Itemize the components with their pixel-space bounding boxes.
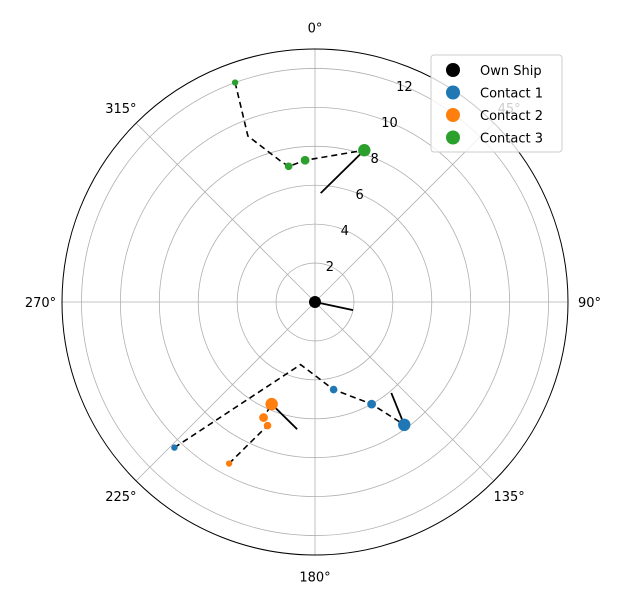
theta-tick-label: 315° bbox=[105, 102, 136, 117]
contact-1-point bbox=[329, 385, 338, 394]
contact-3-heading-line bbox=[320, 149, 365, 194]
contact-2-point bbox=[225, 460, 233, 467]
contact-2-point bbox=[259, 413, 268, 422]
theta-gridline-45 bbox=[314, 122, 495, 303]
r-tick-labels: 2 4 6 8 10 12 bbox=[326, 80, 413, 275]
contact-1-point bbox=[367, 399, 377, 409]
legend-label-contact-1: Contact 1 bbox=[480, 87, 543, 102]
legend-items: Own Ship Contact 1 Contact 2 Contact 3 bbox=[446, 63, 543, 147]
theta-tick-label: 270° bbox=[25, 296, 56, 311]
legend-label-contact-3: Contact 3 bbox=[480, 132, 543, 147]
contact-points bbox=[171, 79, 411, 467]
contact-2-point bbox=[265, 397, 278, 411]
theta-tick-label: 90° bbox=[578, 296, 601, 311]
theta-tick-labels: 0°45°90°135°180°225°270°315° bbox=[25, 21, 601, 585]
theta-tick-label: 180° bbox=[299, 571, 330, 586]
contact-2-point bbox=[263, 421, 272, 430]
theta-tick-label: 225° bbox=[105, 490, 136, 505]
legend-label-contact-2: Contact 2 bbox=[480, 109, 543, 124]
contact-3-point bbox=[231, 79, 239, 86]
legend-marker-own-ship bbox=[446, 63, 460, 77]
contact-1-point bbox=[171, 444, 178, 451]
own-ship-heading-line bbox=[314, 301, 354, 311]
legend-marker-contact-3 bbox=[446, 130, 460, 145]
contact-3-track bbox=[234, 82, 365, 168]
r-tick-label: 10 bbox=[381, 116, 398, 131]
legend-marker-contact-2 bbox=[446, 108, 460, 122]
theta-gridline-135 bbox=[314, 301, 495, 482]
legend: Own Ship Contact 1 Contact 2 Contact 3 bbox=[430, 54, 563, 153]
contact-3-point bbox=[358, 144, 371, 157]
own-ship-point bbox=[309, 296, 321, 308]
theta-gridline-315 bbox=[135, 122, 316, 303]
contact-2-track bbox=[228, 403, 273, 465]
contact-3-point bbox=[300, 155, 310, 165]
legend-frame bbox=[430, 54, 563, 153]
r-tick-label: 8 bbox=[370, 152, 378, 167]
r-tick-label: 2 bbox=[326, 260, 334, 275]
heading-lines bbox=[271, 149, 406, 430]
r-tick-label: 12 bbox=[396, 80, 413, 95]
polar-frame bbox=[61, 48, 569, 556]
legend-label-own-ship: Own Ship bbox=[480, 64, 542, 79]
r-tick-label: 6 bbox=[356, 188, 364, 203]
theta-tick-label: 0° bbox=[308, 21, 323, 36]
contact-1-point bbox=[398, 418, 411, 432]
contact-3-point bbox=[284, 162, 293, 171]
theta-gridline-225 bbox=[135, 301, 316, 482]
theta-tick-label: 135° bbox=[493, 490, 524, 505]
legend-marker-contact-1 bbox=[446, 85, 460, 100]
r-tick-label: 4 bbox=[341, 224, 349, 239]
polar-grid bbox=[61, 48, 569, 556]
